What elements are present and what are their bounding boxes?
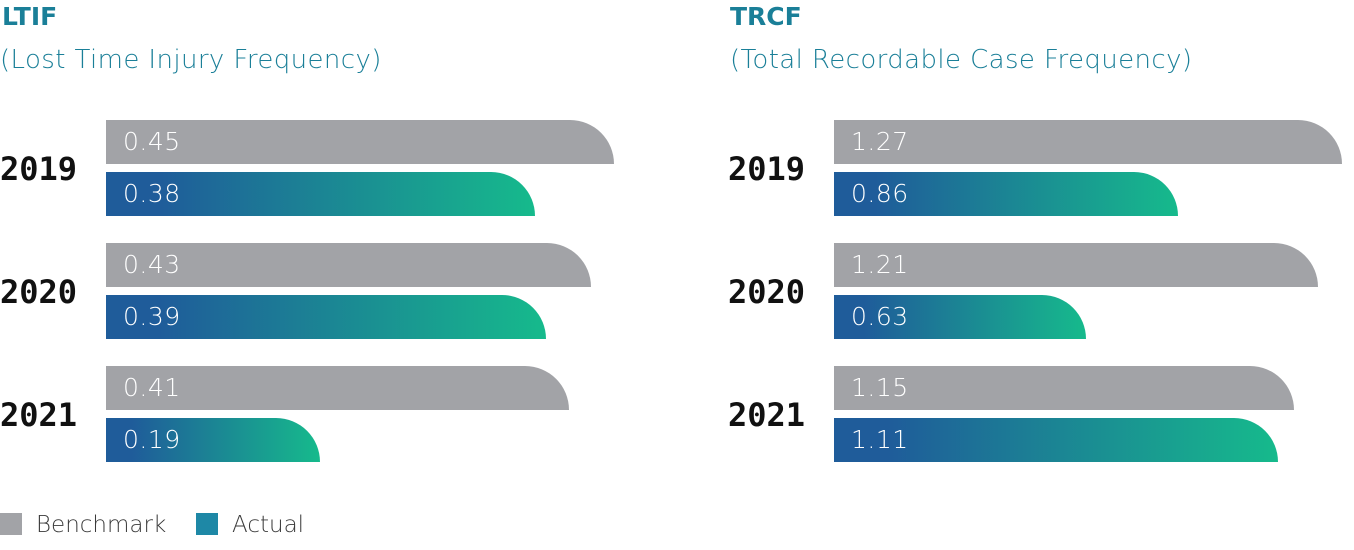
- actual-swatch-icon: [196, 513, 218, 535]
- chart-subtitle: (Lost Time Injury Frequency): [0, 45, 382, 75]
- actual-bar: 0.39: [106, 295, 546, 339]
- legend-label-benchmark: Benchmark: [36, 512, 167, 538]
- year-label: 2020: [728, 273, 806, 311]
- actual-bar: 0.63: [834, 295, 1086, 339]
- benchmark-bar: 1.21: [834, 243, 1318, 287]
- bar-value-label: 0.86: [851, 179, 909, 208]
- benchmark-bar: 1.15: [834, 366, 1294, 410]
- year-label: 2020: [0, 273, 78, 311]
- bar-value-label: 0.39: [123, 302, 181, 331]
- benchmark-bar: 0.43: [106, 243, 591, 287]
- benchmark-bar: 1.27: [834, 120, 1342, 164]
- legend-label-actual: Actual: [232, 512, 305, 538]
- year-label: 2021: [0, 396, 78, 434]
- benchmark-bar: 0.45: [106, 120, 614, 164]
- actual-bar: 0.19: [106, 418, 320, 462]
- benchmark-bar: 0.41: [106, 366, 569, 410]
- bar-value-label: 0.41: [123, 373, 181, 402]
- chart-title: LTIF: [2, 2, 58, 31]
- chart-title: TRCF: [730, 2, 802, 31]
- ltif-chart: LTIF (Lost Time Injury Frequency) 2019 0.…: [0, 0, 640, 480]
- bar-value-label: 0.19: [123, 425, 181, 454]
- bar-value-label: 1.15: [851, 373, 909, 402]
- year-label: 2019: [0, 150, 78, 188]
- chart-subtitle: (Total Recordable Case Frequency): [730, 45, 1193, 75]
- bar-value-label: 0.63: [851, 302, 909, 331]
- actual-bar: 1.11: [834, 418, 1278, 462]
- actual-bar: 0.86: [834, 172, 1178, 216]
- bar-value-label: 0.45: [123, 127, 181, 156]
- bar-value-label: 1.11: [851, 425, 909, 454]
- actual-bar: 0.38: [106, 172, 535, 216]
- bar-value-label: 1.21: [851, 250, 909, 279]
- benchmark-swatch-icon: [0, 513, 22, 535]
- bar-value-label: 1.27: [851, 127, 909, 156]
- bar-value-label: 0.43: [123, 250, 181, 279]
- trcf-chart: TRCF (Total Recordable Case Frequency) 2…: [728, 0, 1354, 480]
- bar-value-label: 0.38: [123, 179, 181, 208]
- year-label: 2021: [728, 396, 806, 434]
- year-label: 2019: [728, 150, 806, 188]
